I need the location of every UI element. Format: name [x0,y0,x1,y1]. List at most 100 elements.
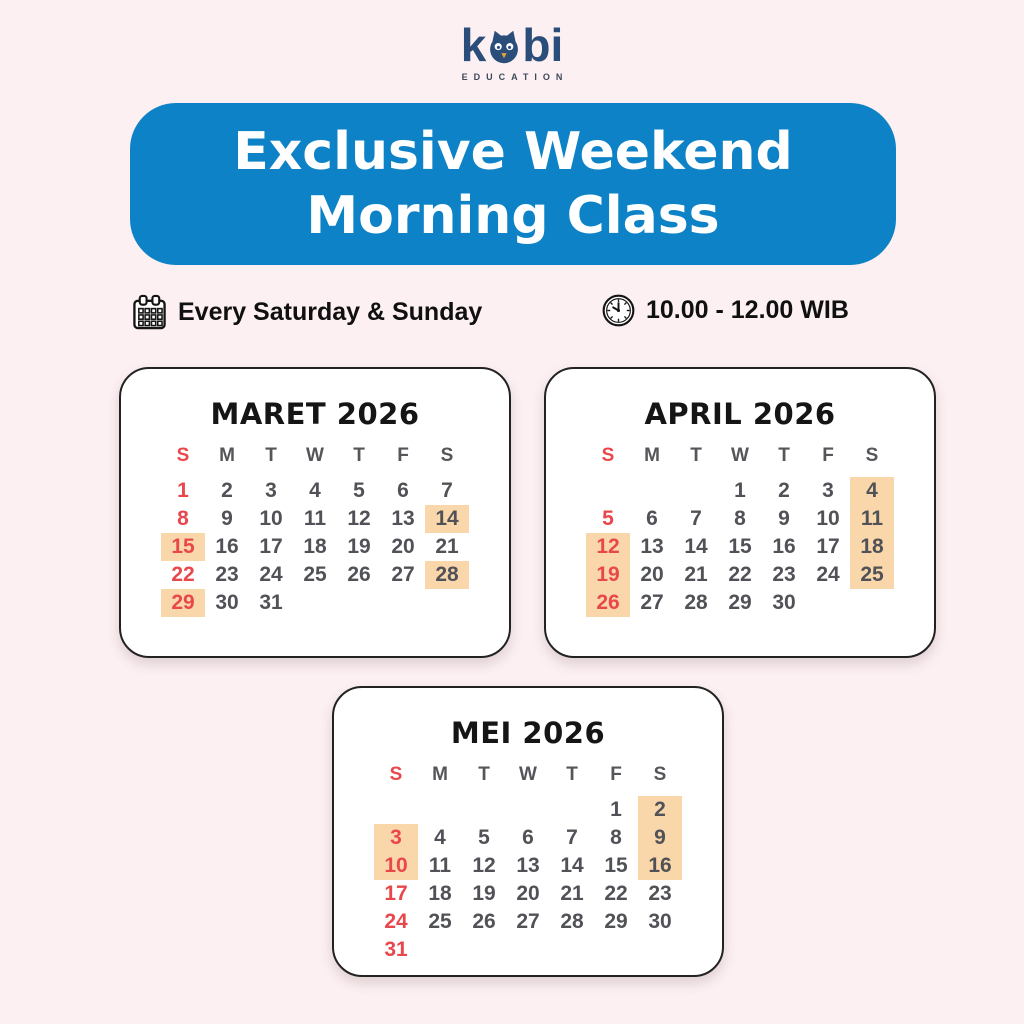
day-cell-1: 1 [177,478,189,502]
week-row: 24 25 26 27 28 29 30 [374,908,682,936]
day-header-4: T [353,444,365,466]
day-cell-4: 4 [434,825,446,849]
week-row: 17 18 19 20 21 22 23 [374,880,682,908]
empty-cell [418,936,462,964]
day-header-4: T [778,444,790,466]
day-cell-12: 12 [586,532,630,561]
kobi-logo: k bi EDUCATION [0,22,1024,82]
day-header-2: T [265,444,277,466]
day-cell-20: 20 [516,881,540,905]
week-row: 19 20 21 22 23 24 25 [586,560,894,589]
day-header-6: S [865,444,879,466]
calendar-grid: S M T W T F S 1 2 3 4 5 6 7 8 9 10 11 12 13 14 15 16 17 18 19 20 21… [374,760,682,964]
day-cell-11: 11 [850,504,894,533]
day-cell-19: 19 [586,560,630,589]
day-cell-7: 7 [690,506,702,530]
day-cell-4: 4 [850,476,894,505]
day-cell-10: 10 [259,506,283,530]
day-cell-29: 29 [161,588,205,617]
day-header-0: S [389,763,403,785]
day-cell-31: 31 [384,937,408,961]
empty-cell [506,936,550,964]
time-label: 10.00 - 12.00 WIB [646,296,849,324]
day-cell-2: 2 [221,478,233,502]
day-cell-22: 22 [171,562,195,586]
day-cell-15: 15 [604,853,628,877]
calendar-title: MARET 2026 [210,397,420,431]
empty-cell [506,796,550,824]
owl-icon [490,30,519,64]
time-info: 10.00 - 12.00 WIB [602,294,849,327]
day-cell-27: 27 [516,909,540,933]
day-cell-6: 6 [522,825,534,849]
day-cell-20: 20 [391,534,415,558]
day-cell-14: 14 [560,853,584,877]
empty-cell [586,477,630,505]
empty-cell [630,477,674,505]
day-cell-9: 9 [221,506,233,530]
empty-cell [374,796,418,824]
day-cell-3: 3 [265,478,277,502]
week-row: 5 6 7 8 9 10 11 [586,504,894,533]
day-cell-28: 28 [560,909,584,933]
day-cell-20: 20 [640,562,664,586]
day-cell-19: 19 [472,881,496,905]
day-cell-23: 23 [648,881,672,905]
day-cell-17: 17 [816,534,840,558]
day-header-2: T [690,444,702,466]
day-cell-12: 12 [472,853,496,877]
calendar-card-april: APRIL 2026 S M T W T F S 1 2 3 4 5 6 7 8 9 10 11 12 13 14 15 1… [544,367,936,658]
schedule-label: Every Saturday & Sunday [178,298,483,326]
day-cell-25: 25 [428,909,452,933]
empty-cell [674,477,718,505]
day-header-5: F [397,444,409,466]
day-cell-30: 30 [648,909,672,933]
day-cell-13: 13 [640,534,664,558]
empty-cell [638,936,682,964]
calendar-grid: S M T W T F S 1 2 3 4 5 6 7 8 9 10 11 12 13 14 15 16 17 18 19 20 21… [161,441,469,617]
empty-cell [550,796,594,824]
day-cell-21: 21 [684,562,708,586]
day-cell-11: 11 [303,506,327,530]
day-cell-29: 29 [728,590,752,614]
logo-tagline: EDUCATION [461,72,569,82]
day-cell-27: 27 [640,590,664,614]
day-cell-5: 5 [478,825,490,849]
day-header-6: S [653,763,667,785]
calendar-grid: S M T W T F S 1 2 3 4 5 6 7 8 9 10 11 12 13 14 15 16 17 18 19 20 21… [586,441,894,617]
day-cell-14: 14 [684,534,708,558]
empty-cell [462,936,506,964]
calendar-card-mei: MEI 2026 S M T W T F S 1 2 3 4 5 6 7 8 9 10 11 12 13 14 15 16 1… [332,686,724,977]
day-cell-22: 22 [604,881,628,905]
week-row: 8 9 10 11 12 13 14 [161,504,469,533]
day-cell-3: 3 [822,478,834,502]
logo-letters-bi: bi [522,19,564,71]
week-row: 31 [374,936,682,964]
day-cell-26: 26 [347,562,371,586]
empty-cell [425,589,469,617]
day-cell-15: 15 [728,534,752,558]
day-cell-9: 9 [638,823,682,852]
day-header-3: W [519,763,537,785]
empty-cell [806,589,850,617]
day-cell-24: 24 [816,562,840,586]
day-header-5: F [610,763,622,785]
day-cell-9: 9 [778,506,790,530]
day-cell-10: 10 [816,506,840,530]
day-cell-27: 27 [391,562,415,586]
day-cell-8: 8 [177,506,189,530]
day-header-2: T [478,763,490,785]
day-cell-8: 8 [610,825,622,849]
logo-letter-k: k [460,19,487,71]
week-row: 1 2 3 4 5 6 7 [161,477,469,505]
day-cell-30: 30 [215,590,239,614]
day-cell-13: 13 [516,853,540,877]
day-cell-15: 15 [161,532,205,561]
day-cell-18: 18 [303,534,327,558]
day-cell-7: 7 [441,478,453,502]
day-header-4: T [566,763,578,785]
week-row: 26 27 28 29 30 [586,588,894,617]
day-header-1: M [432,763,448,785]
